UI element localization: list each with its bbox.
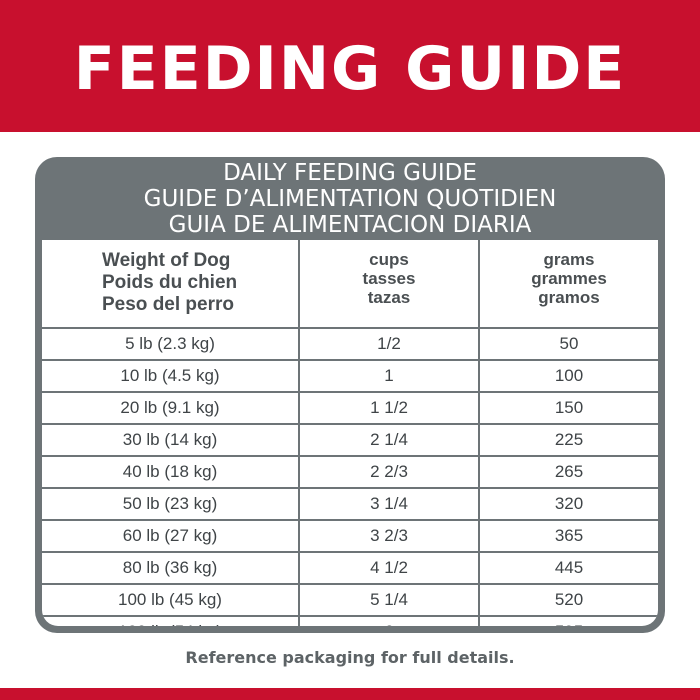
heading-spanish: GUIA DE ALIMENTACION DIARIA <box>168 212 532 238</box>
table-row: 50 lb (23 kg) 3 1/4 320 <box>42 488 658 521</box>
cups-cell: 3 1/4 <box>299 488 480 521</box>
header-cups-en: cups <box>369 250 409 269</box>
header-grams: grams grammes gramos <box>479 240 658 329</box>
header-cups: cups tasses tazas <box>299 240 480 329</box>
header-grams-en: grams <box>543 250 595 269</box>
grams-cell: 265 <box>479 456 658 489</box>
header-weight-es: Peso del perro <box>102 294 234 315</box>
table-row: 80 lb (36 kg) 4 1/2 445 <box>42 552 658 585</box>
header-grams-fr: grammes <box>531 269 607 288</box>
header-weight-en: Weight of Dog <box>102 250 231 271</box>
weight-cell: 30 lb (14 kg) <box>42 424 300 457</box>
weight-cell: 50 lb (23 kg) <box>42 488 300 521</box>
weight-cell: 60 lb (27 kg) <box>42 520 300 553</box>
table-row: 5 lb (2.3 kg) 1/2 50 <box>42 328 658 361</box>
grams-cell: 320 <box>479 488 658 521</box>
footer-note: Reference packaging for full details. <box>185 648 515 667</box>
feeding-guide-card: DAILY FEEDING GUIDE GUIDE D’ALIMENTATION… <box>35 157 665 633</box>
cups-cell: 2 2/3 <box>299 456 480 489</box>
cups-cell: 2 1/4 <box>299 424 480 457</box>
feeding-table: Weight of Dog Poids du chien Peso del pe… <box>42 240 658 626</box>
weight-cell: 20 lb (9.1 kg) <box>42 392 300 425</box>
header-cups-fr: tasses <box>362 269 416 288</box>
header-banner: FEEDING GUIDE <box>0 0 700 132</box>
table-row: 60 lb (27 kg) 3 2/3 365 <box>42 520 658 553</box>
cups-cell: 1/2 <box>299 328 480 361</box>
grams-cell: 445 <box>479 552 658 585</box>
cups-cell: 4 1/2 <box>299 552 480 585</box>
feeding-table-container: Weight of Dog Poids du chien Peso del pe… <box>42 240 658 626</box>
table-row: 20 lb (9.1 kg) 1 1/2 150 <box>42 392 658 425</box>
card-heading: DAILY FEEDING GUIDE GUIDE D’ALIMENTATION… <box>35 160 665 238</box>
cups-cell: 3 2/3 <box>299 520 480 553</box>
bottom-bar <box>0 688 700 700</box>
table-row: 10 lb (4.5 kg) 1 100 <box>42 360 658 393</box>
cups-cell: 1 <box>299 360 480 393</box>
grams-cell: 50 <box>479 328 658 361</box>
page-title: FEEDING GUIDE <box>73 34 627 104</box>
weight-cell: 40 lb (18 kg) <box>42 456 300 489</box>
grams-cell: 520 <box>479 584 658 617</box>
header-weight: Weight of Dog Poids du chien Peso del pe… <box>42 240 300 329</box>
table-row: 30 lb (14 kg) 2 1/4 225 <box>42 424 658 457</box>
cups-cell: 1 1/2 <box>299 392 480 425</box>
heading-french: GUIDE D’ALIMENTATION QUOTIDIEN <box>143 186 557 212</box>
header-grams-es: gramos <box>538 288 600 307</box>
header-weight-fr: Poids du chien <box>102 272 238 293</box>
table-header-row: Weight of Dog Poids du chien Peso del pe… <box>42 240 658 329</box>
weight-cell: 5 lb (2.3 kg) <box>42 328 300 361</box>
grams-cell: 365 <box>479 520 658 553</box>
weight-cell: 100 lb (45 kg) <box>42 584 300 617</box>
header-cups-es: tazas <box>367 288 411 307</box>
cups-cell: 5 1/4 <box>299 584 480 617</box>
grams-cell: 150 <box>479 392 658 425</box>
grams-cell: 225 <box>479 424 658 457</box>
table-row: 120 lb (54 kg) 6 595 <box>42 616 658 626</box>
table-row: 100 lb (45 kg) 5 1/4 520 <box>42 584 658 617</box>
cups-cell: 6 <box>299 616 480 626</box>
grams-cell: 100 <box>479 360 658 393</box>
table-row: 40 lb (18 kg) 2 2/3 265 <box>42 456 658 489</box>
grams-cell: 595 <box>479 616 658 626</box>
heading-english: DAILY FEEDING GUIDE <box>223 160 477 186</box>
weight-cell: 120 lb (54 kg) <box>42 616 300 626</box>
weight-cell: 10 lb (4.5 kg) <box>42 360 300 393</box>
weight-cell: 80 lb (36 kg) <box>42 552 300 585</box>
